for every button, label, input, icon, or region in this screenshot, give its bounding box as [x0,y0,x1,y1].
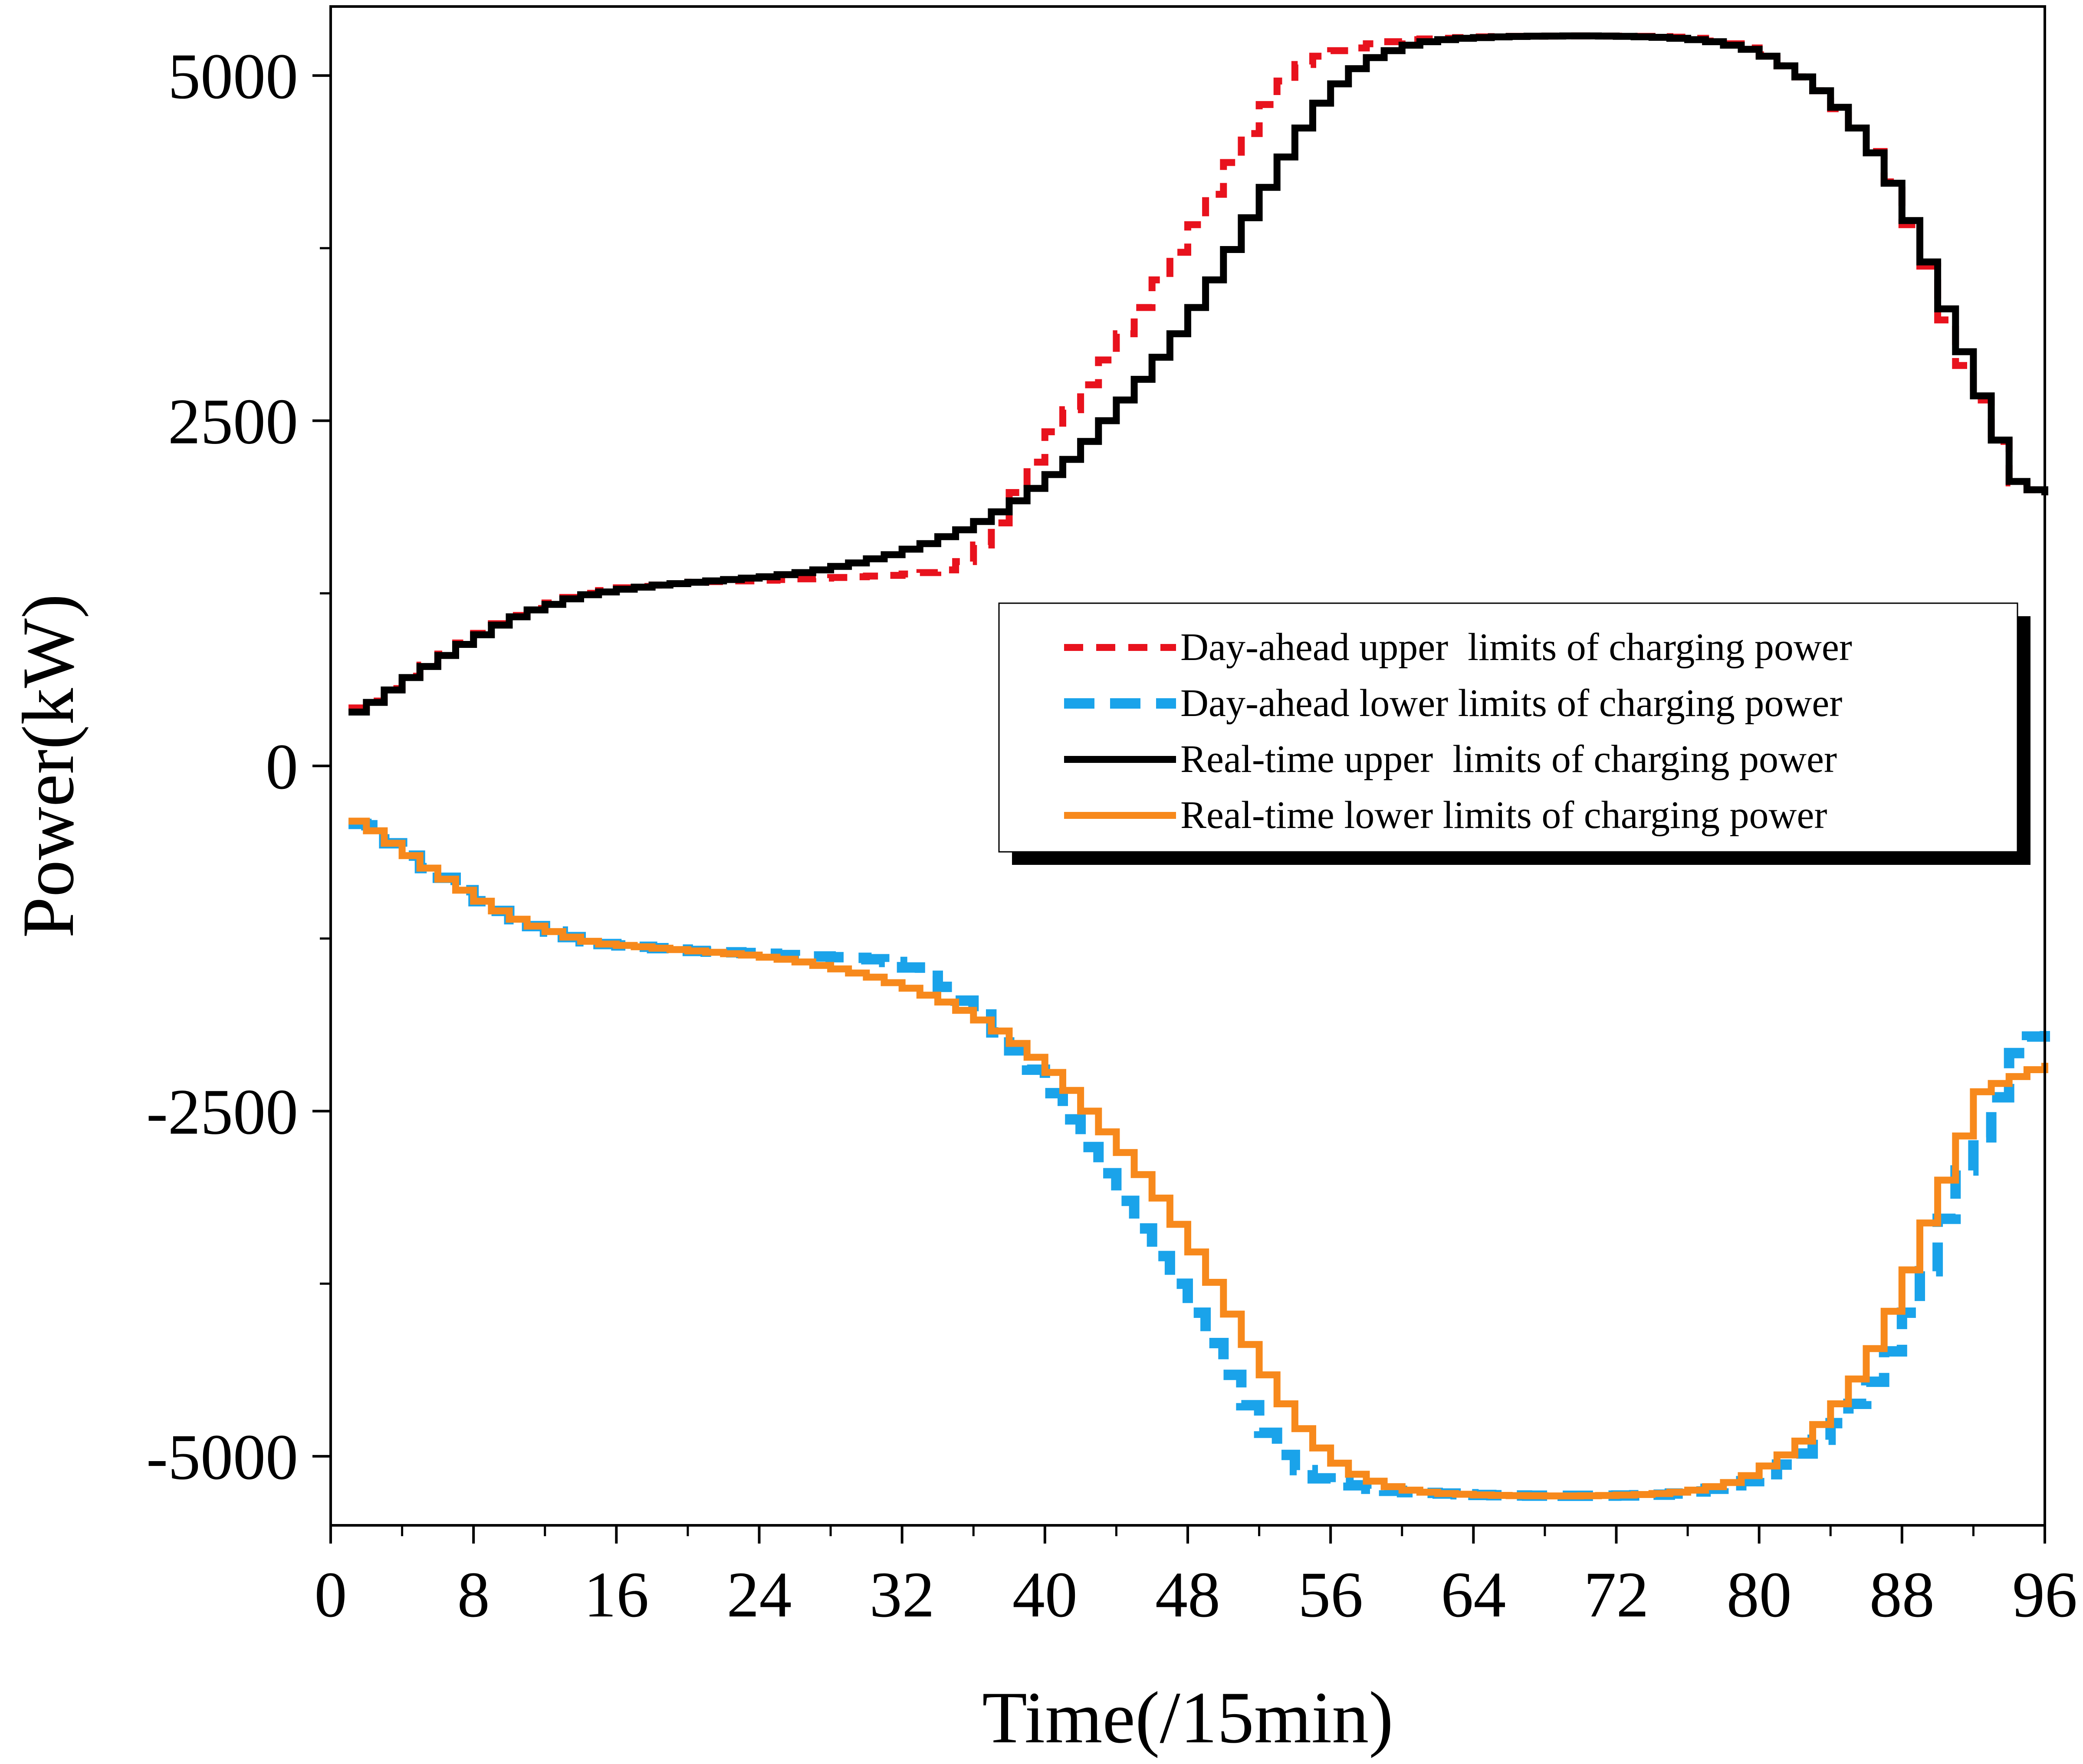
x-tick-label: 80 [1727,1559,1792,1631]
x-tick-label: 96 [2012,1559,2077,1631]
series-line-3 [348,32,2048,716]
y-tick-label: 0 [266,731,298,803]
legend-items: Day-ahead upper limits of charging power… [1064,626,1852,837]
x-tick-label: 0 [315,1559,347,1631]
legend-label-1: Day-ahead upper limits of charging power [1180,626,1852,669]
legend: Day-ahead upper limits of charging power… [998,602,2030,865]
x-tick-label: 24 [727,1559,792,1631]
x-tick-label: 8 [457,1559,490,1631]
x-tick-label: 40 [1012,1559,1078,1631]
y-tick-label: -2500 [146,1076,298,1148]
y-axis-label: Power(kW) [7,594,89,938]
x-tick-label: 56 [1298,1559,1363,1631]
x-tick-label: 32 [870,1559,935,1631]
ticks-layer: 0 8 16 24 32 40 48 56 64 72 80 88 96 -5000 -2500 0 2500 5… [146,40,2077,1631]
legend-label-2: Day-ahead lower limits of charging power [1180,682,1842,725]
y-tick-label: 5000 [168,40,298,112]
x-tick-label: 16 [584,1559,649,1631]
x-tick-label: 48 [1155,1559,1220,1631]
x-tick-label: 88 [1869,1559,1935,1631]
y-tick-label: 2500 [168,386,298,458]
x-tick-label: 72 [1584,1559,1649,1631]
x-axis-label: Time(/15min) [982,1677,1393,1758]
legend-label-3: Real-time upper limits of charging power [1180,738,1837,781]
y-tick-label: -5000 [146,1421,298,1493]
series-line-4 [348,818,2048,1500]
x-tick-label: 64 [1441,1559,1506,1631]
legend-label-4: Real-time lower limits of charging power [1180,794,1827,837]
series-layer [348,32,2050,1501]
